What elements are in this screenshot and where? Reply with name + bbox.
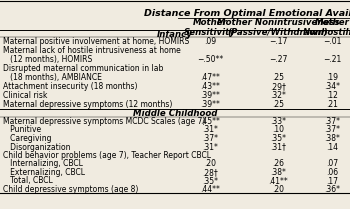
Text: Mother
Nonhostility: Mother Nonhostility	[302, 18, 350, 37]
Text: .39**: .39**	[200, 91, 220, 100]
Text: .20: .20	[272, 185, 284, 194]
Text: Child depressive symptoms (age 8): Child depressive symptoms (age 8)	[3, 185, 138, 194]
Text: .25: .25	[272, 73, 284, 82]
Text: .17: .17	[326, 176, 338, 186]
Text: −.27: −.27	[269, 55, 287, 64]
Text: Mother
Sensitivity: Mother Sensitivity	[184, 18, 236, 37]
Text: .37*: .37*	[202, 134, 218, 143]
Text: .31*: .31*	[202, 125, 218, 135]
Text: .06: .06	[326, 168, 338, 177]
Text: .31†: .31†	[270, 143, 286, 152]
Text: Externalizing, CBCL: Externalizing, CBCL	[3, 168, 85, 177]
Text: .25: .25	[272, 100, 284, 109]
Text: .20: .20	[204, 159, 216, 168]
Text: −.50**: −.50**	[197, 55, 223, 64]
Text: Punitive: Punitive	[3, 125, 41, 135]
Text: .28†: .28†	[202, 168, 218, 177]
Text: .14: .14	[326, 143, 338, 152]
Text: .38*: .38*	[270, 168, 286, 177]
Text: .33*: .33*	[270, 117, 286, 126]
Text: Child behavior problems (age 7), Teacher Report CBCL: Child behavior problems (age 7), Teacher…	[3, 151, 211, 160]
Text: Clinical risk: Clinical risk	[3, 91, 47, 100]
Text: .35*: .35*	[270, 134, 286, 143]
Text: .07: .07	[326, 159, 338, 168]
Text: Maternal depressive symptoms (12 months): Maternal depressive symptoms (12 months)	[3, 100, 172, 109]
Text: .39**: .39**	[200, 100, 220, 109]
Text: .41**: .41**	[268, 176, 288, 186]
Text: .09: .09	[204, 37, 216, 46]
Text: Distance From Optimal Emotional Availability: Distance From Optimal Emotional Availabi…	[144, 9, 350, 18]
Text: Caregiving: Caregiving	[3, 134, 51, 143]
Text: .12: .12	[326, 91, 338, 100]
Text: Disorganization: Disorganization	[3, 143, 70, 152]
Text: .47**: .47**	[200, 73, 220, 82]
Text: Disrupted maternal communication in lab: Disrupted maternal communication in lab	[3, 64, 163, 73]
Text: .35*: .35*	[202, 176, 218, 186]
Text: .31*: .31*	[202, 143, 218, 152]
Text: .26: .26	[272, 159, 284, 168]
Text: (18 months), AMBIANCE: (18 months), AMBIANCE	[3, 73, 102, 82]
Text: Total, CBCL: Total, CBCL	[3, 176, 53, 186]
Text: Maternal lack of hostile intrusiveness at home: Maternal lack of hostile intrusiveness a…	[3, 46, 181, 55]
Text: −.21: −.21	[323, 55, 341, 64]
Text: Maternal positive involvement at home, HOMIRS: Maternal positive involvement at home, H…	[3, 37, 189, 46]
Text: Attachment insecurity (18 months): Attachment insecurity (18 months)	[3, 82, 138, 91]
Text: .10: .10	[272, 125, 284, 135]
Text: .37*: .37*	[324, 125, 340, 135]
Text: Mother Nonintrusiveness
(Passive/Withdrawn): Mother Nonintrusiveness (Passive/Withdra…	[217, 18, 339, 37]
Text: .34*: .34*	[324, 82, 340, 91]
Text: −.01: −.01	[323, 37, 341, 46]
Text: .37*: .37*	[324, 117, 340, 126]
Text: .32*: .32*	[270, 91, 286, 100]
Text: .45**: .45**	[200, 117, 220, 126]
Text: .43**: .43**	[200, 82, 220, 91]
Text: .19: .19	[326, 73, 338, 82]
Text: Internalizing, CBCL: Internalizing, CBCL	[3, 159, 83, 168]
Text: −.17: −.17	[269, 37, 287, 46]
Text: .21: .21	[326, 100, 338, 109]
Text: Middle Childhood: Middle Childhood	[133, 109, 217, 118]
Text: .38*: .38*	[324, 134, 340, 143]
Text: .36*: .36*	[324, 185, 340, 194]
Text: .44**: .44**	[200, 185, 220, 194]
Text: Maternal depressive symptoms MCDC Scales (age 7): Maternal depressive symptoms MCDC Scales…	[3, 117, 205, 126]
Text: .29†: .29†	[270, 82, 286, 91]
Text: (12 months), HOMIRS: (12 months), HOMIRS	[3, 55, 92, 64]
Text: Infancy: Infancy	[157, 30, 193, 39]
